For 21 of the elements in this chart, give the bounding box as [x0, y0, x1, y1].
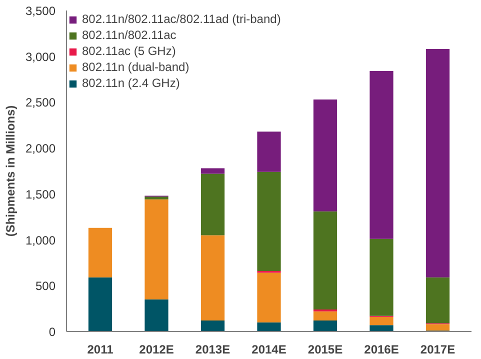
y-tick-label: 2,000 — [25, 142, 56, 156]
y-tick-label: 3,500 — [25, 4, 56, 18]
legend-label: 802.11n/802.11ac/802.11ad (tri-band) — [82, 12, 281, 26]
y-tick-label: 500 — [35, 279, 56, 294]
y-tick-label: 1,500 — [25, 187, 56, 202]
y-tick-label: 3,000 — [25, 50, 56, 64]
y-tick-label: 2,500 — [25, 96, 56, 110]
legend-label: 802.11ac (5 GHz) — [82, 44, 176, 58]
legend-label: 802.11n/802.11ac — [82, 28, 176, 42]
x-tick-label: 2011 — [87, 342, 114, 356]
x-tick-label: 2012E — [139, 342, 174, 356]
legend-label: 802.11n (dual-band) — [82, 60, 190, 74]
x-tick-label: 2016E — [364, 342, 399, 356]
x-tick-label: 2017E — [420, 342, 456, 356]
x-tick-label: 2014E — [252, 342, 286, 356]
y-tick-label: 0 — [48, 325, 56, 339]
legend-label: 802.11n (2.4 GHz) — [82, 76, 180, 90]
y-axis-title: (Shipments in Millions) — [3, 105, 18, 237]
x-tick-label: 2015E — [308, 342, 343, 356]
y-tick-label: 1,000 — [25, 233, 56, 248]
x-tick-label: 2013E — [195, 342, 230, 356]
